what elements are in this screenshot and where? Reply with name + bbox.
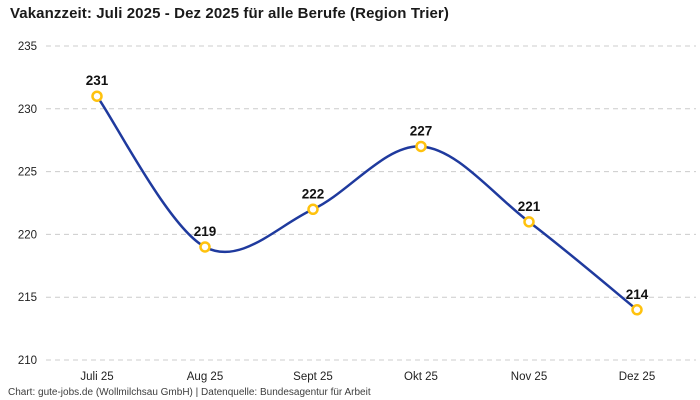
data-point-label: 231 (86, 73, 109, 88)
data-point-marker (91, 90, 103, 102)
chart-title: Vakanzzeit: Juli 2025 - Dez 2025 für all… (10, 5, 449, 22)
chart-footer-credit: Chart: gute-jobs.de (Wollmilchsau GmbH) … (8, 387, 371, 398)
data-point-label: 227 (410, 123, 433, 138)
y-tick-label: 235 (18, 41, 37, 53)
y-tick-label: 230 (18, 104, 37, 116)
data-point-label: 219 (194, 224, 217, 239)
series-line (95, 94, 639, 312)
data-point-marker (631, 304, 643, 316)
y-tick-label: 210 (18, 355, 37, 367)
x-tick-label: Dez 25 (619, 371, 655, 383)
data-point-marker (307, 203, 319, 216)
y-tick-label: 220 (18, 229, 37, 241)
y-tick-label: 215 (18, 292, 37, 304)
data-point-marker (199, 241, 211, 253)
data-point-label: 222 (302, 186, 325, 201)
x-tick-label: Sept 25 (293, 371, 333, 383)
data-point-label: 214 (626, 287, 649, 302)
data-point-marker (523, 216, 535, 228)
y-tick-label: 225 (18, 167, 37, 179)
x-tick-label: Okt 25 (404, 371, 438, 383)
data-point-marker (415, 140, 427, 153)
data-point-label: 221 (518, 199, 541, 214)
x-tick-label: Juli 25 (80, 371, 113, 383)
x-tick-label: Aug 25 (187, 371, 223, 383)
x-tick-label: Nov 25 (511, 371, 547, 383)
